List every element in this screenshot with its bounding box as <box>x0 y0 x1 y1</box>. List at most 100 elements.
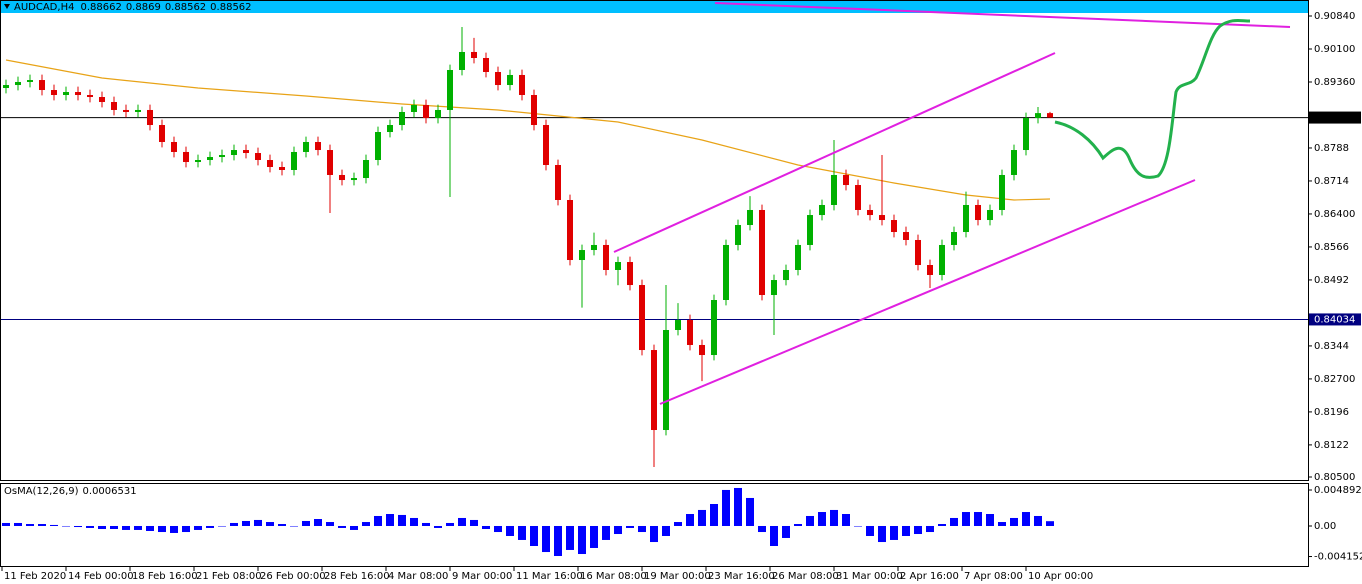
candle-body <box>687 320 693 345</box>
osma-bar <box>182 525 190 533</box>
candle-body <box>927 265 933 275</box>
osma-bar <box>698 509 706 526</box>
osma-bar <box>98 525 106 530</box>
indicator-value: 0.0006531 <box>83 486 137 497</box>
candle-body <box>879 215 885 221</box>
channel-upper <box>613 52 1056 253</box>
y-tick-label: 0.8714 <box>1314 176 1349 187</box>
y-tick-label: 0.8566 <box>1314 242 1349 253</box>
osma-bar <box>218 525 226 527</box>
osma-bar <box>398 514 406 526</box>
candle-body <box>819 204 825 216</box>
osma-bar <box>278 524 286 526</box>
osma-bar <box>422 522 430 526</box>
osma-bar <box>134 525 142 530</box>
osma-bar <box>530 525 538 546</box>
osma-bar <box>986 514 994 526</box>
candle-body <box>387 125 393 133</box>
osma-bar <box>1046 521 1054 526</box>
x-tick-label: 21 Feb 08:00 <box>196 571 262 582</box>
candle-body <box>75 92 81 96</box>
header-price: 0.8869 <box>126 2 161 13</box>
candle-body <box>327 150 333 175</box>
plot-layer: 0.90840 0.90100 0.89360 0.8788 0.8714 0.86400… <box>1 11 1362 582</box>
osma-bar <box>638 525 646 533</box>
candle-body <box>267 160 273 168</box>
osma-bar <box>758 525 766 533</box>
candle-body <box>567 199 573 261</box>
candle-body <box>675 320 681 331</box>
osma-bar <box>494 525 502 533</box>
x-tick-label: 10 Apr 00:00 <box>1028 571 1093 582</box>
candle-body <box>735 225 741 245</box>
osma-bar <box>1022 512 1030 526</box>
indicator-frame <box>0 483 1309 567</box>
osma-bar <box>302 520 310 526</box>
candle-body <box>51 90 57 96</box>
osma-bar <box>566 525 574 550</box>
candle-body <box>1047 113 1053 118</box>
candle-body <box>171 141 177 152</box>
osma-bar <box>506 525 514 536</box>
osma-bar <box>926 525 934 533</box>
candle-body <box>963 204 969 233</box>
indicator-tick-label: 0.00 <box>1314 521 1336 532</box>
candle-body <box>1011 150 1017 175</box>
candle-body <box>39 80 45 91</box>
y-tick-label: 0.86400 <box>1314 209 1355 220</box>
osma-bar <box>890 525 898 540</box>
candle-body <box>87 95 93 98</box>
osma-bar <box>554 525 562 556</box>
candle-body <box>975 204 981 221</box>
candle-body <box>783 269 789 281</box>
level-label-bg <box>1309 313 1361 326</box>
candle-body <box>123 109 129 112</box>
candle-body <box>363 160 369 179</box>
candle-body <box>987 209 993 221</box>
osma-bar <box>194 525 202 530</box>
candle-body <box>243 150 249 154</box>
candle-body <box>555 165 561 200</box>
symbol: AUDCAD,H4 <box>14 2 74 13</box>
candle-body <box>255 153 261 161</box>
candle-body <box>99 97 105 103</box>
level-label-bg <box>1309 111 1361 124</box>
osma-bar <box>206 525 214 528</box>
osma-bar <box>974 512 982 526</box>
x-tick-label: 26 Mar 08:00 <box>772 571 839 582</box>
y-tick-label: 0.8788 <box>1314 143 1349 154</box>
candle-body <box>231 150 237 156</box>
osma-bar <box>998 522 1006 526</box>
osma-bar <box>362 522 370 526</box>
menu-arrow[interactable] <box>4 4 10 9</box>
osma-bar <box>158 525 166 533</box>
osma-bar <box>794 524 802 526</box>
trend-line <box>714 2 1291 28</box>
x-tick-label: 11 Mar 16:00 <box>516 571 583 582</box>
candle-body <box>219 155 225 158</box>
candle-body <box>399 111 405 126</box>
candle-body <box>519 74 525 96</box>
x-tick-label: 19 Mar 00:00 <box>644 571 711 582</box>
osma-bar <box>290 525 298 527</box>
osma-bar <box>110 525 118 530</box>
candle-body <box>807 215 813 245</box>
candle-body <box>867 209 873 216</box>
osma-bar <box>818 512 826 526</box>
osma-bar <box>230 522 238 526</box>
osma-bar <box>734 487 742 526</box>
candle-body <box>279 167 285 170</box>
candle-body <box>195 160 201 163</box>
osma-bar <box>2 522 10 526</box>
candle-body <box>747 209 753 226</box>
header-price: 0.88562 <box>165 2 206 13</box>
candle-body <box>495 71 501 86</box>
osma-bar <box>146 525 154 531</box>
x-tick-label: 28 Feb 16:00 <box>324 571 390 582</box>
candle-body <box>591 244 597 251</box>
x-tick-label: 16 Mar 08:00 <box>580 571 647 582</box>
candle-body <box>351 178 357 181</box>
osma-bar <box>722 489 730 526</box>
